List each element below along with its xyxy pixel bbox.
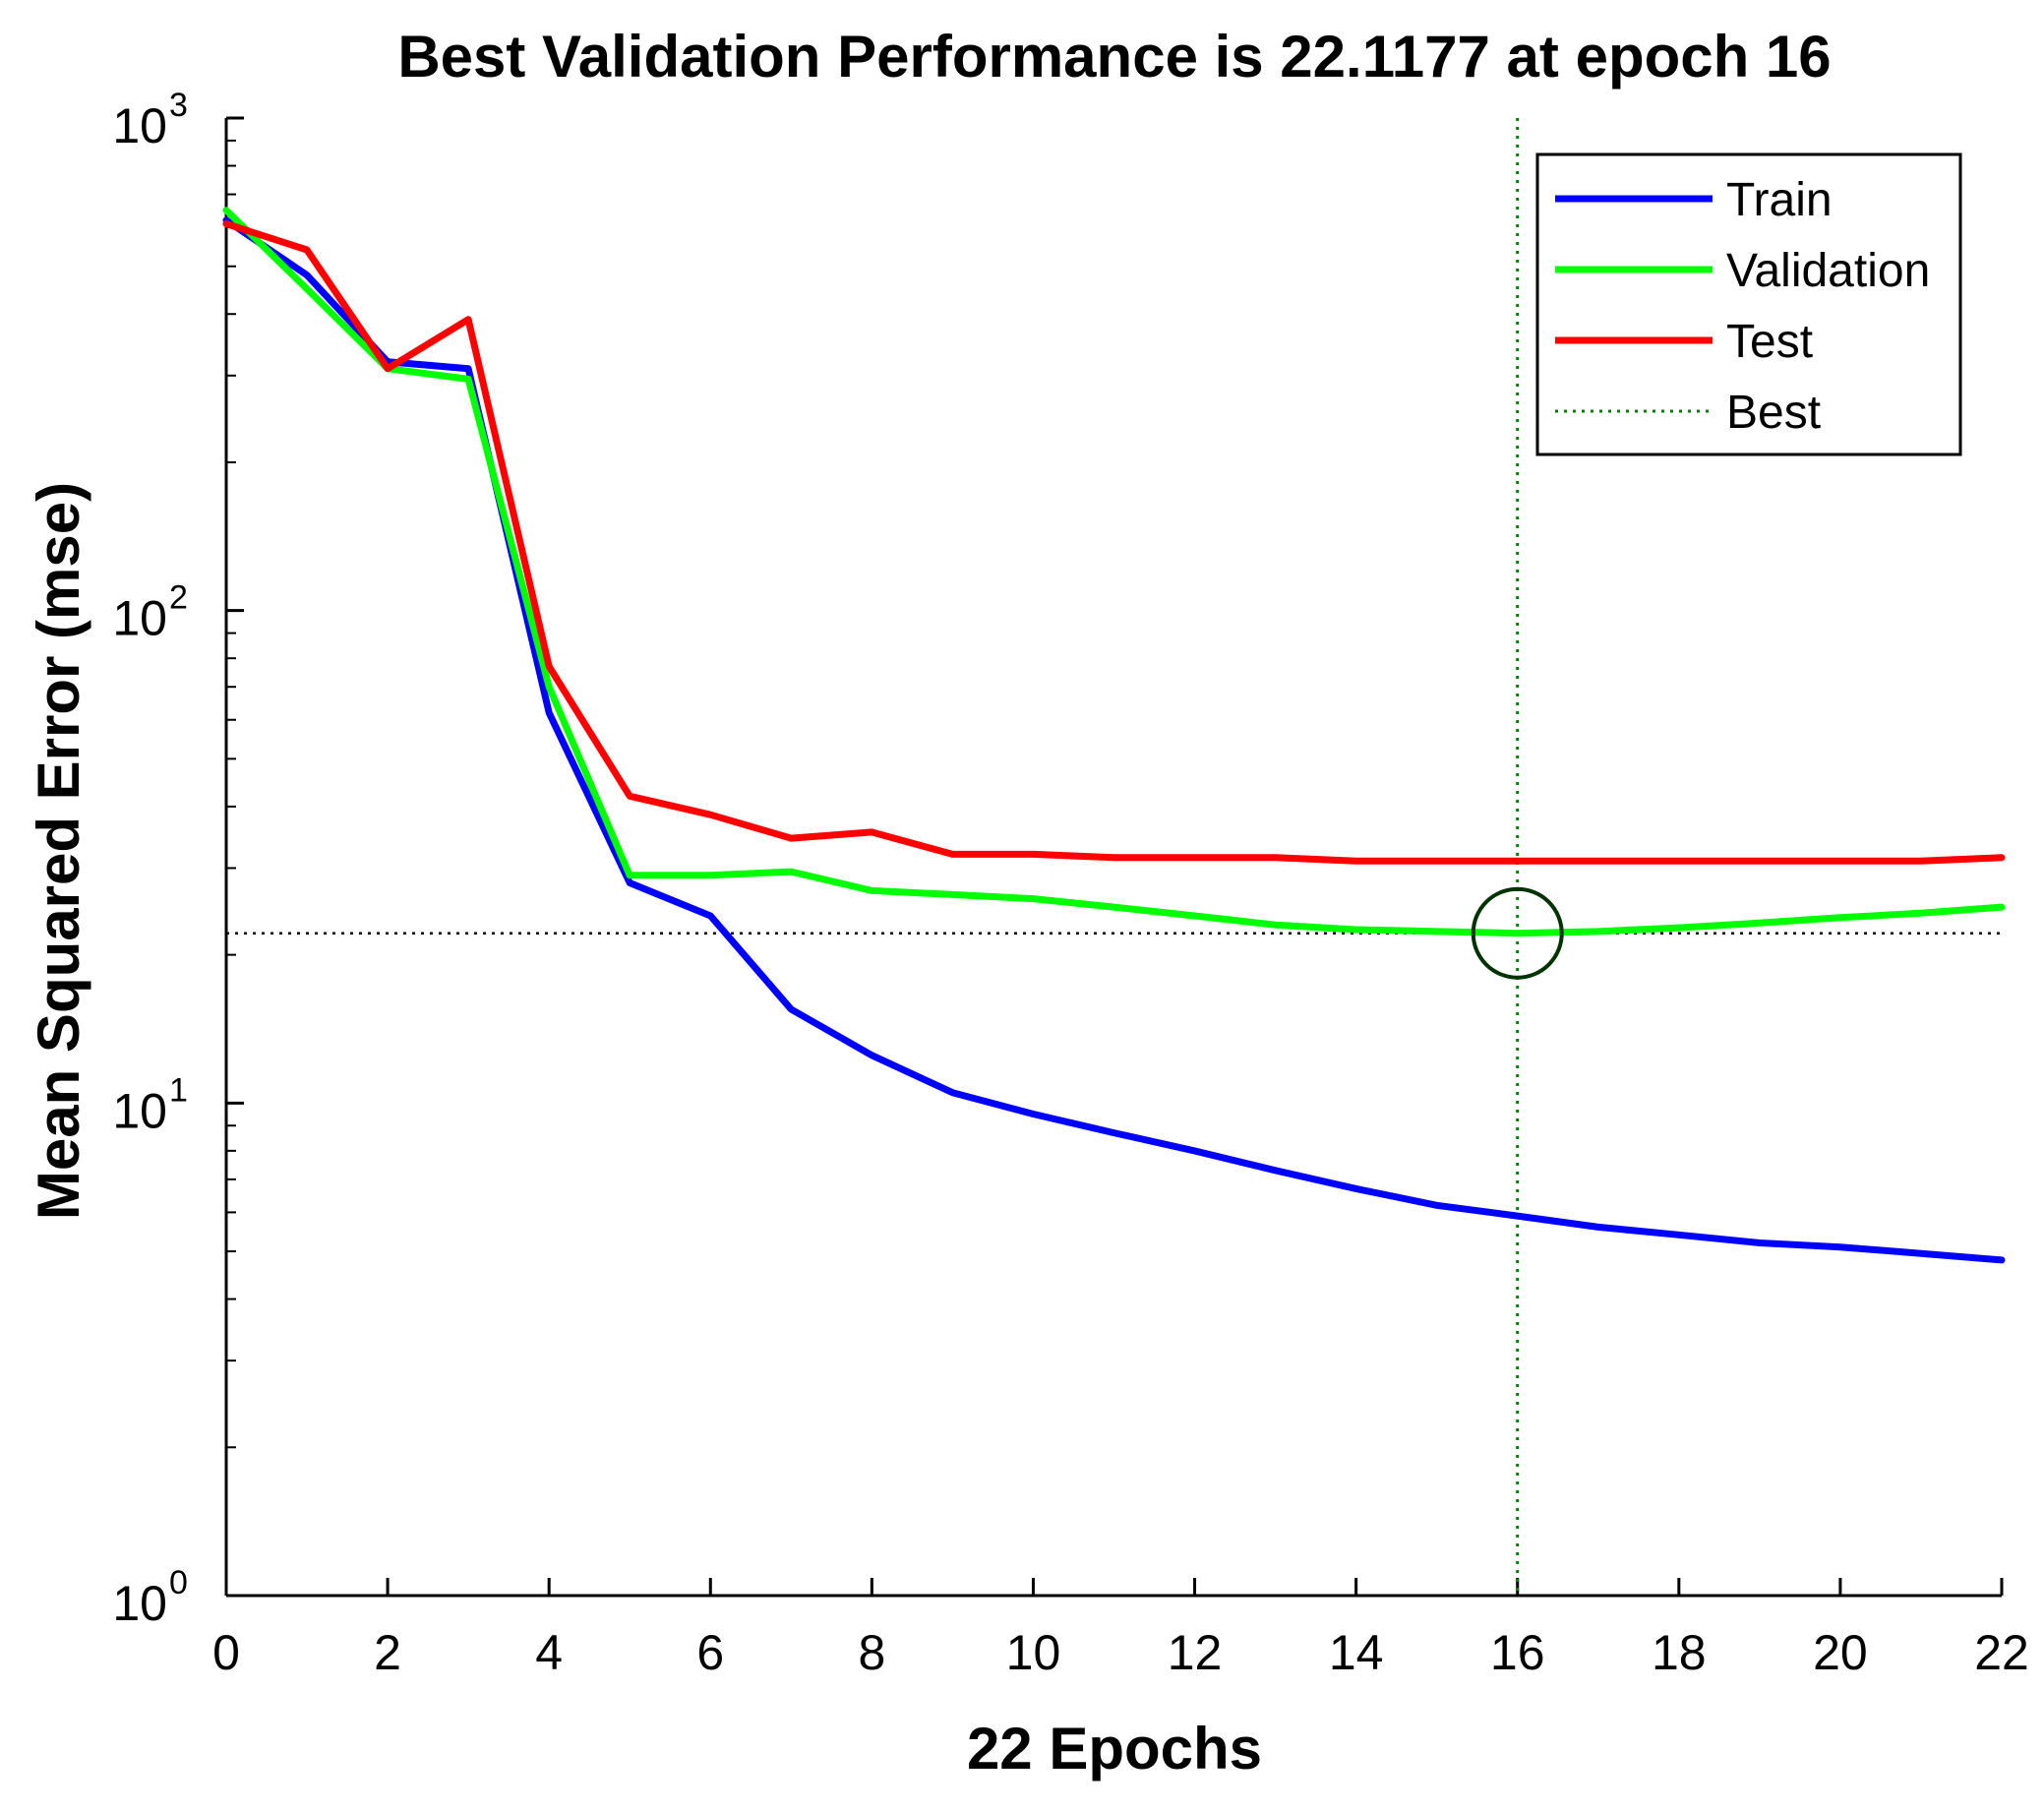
y-tick-label: 10 — [112, 1083, 167, 1138]
legend-label-best: Best — [1726, 387, 1821, 439]
y-tick-label: 10 — [112, 591, 167, 646]
x-tick-label: 22 — [1974, 1625, 2029, 1680]
legend: Train Validation Test Best — [1535, 152, 1962, 456]
x-tick-label: 12 — [1168, 1625, 1223, 1680]
legend-label-test: Test — [1726, 316, 1813, 368]
chart-title: Best Validation Performance is 22.1177 a… — [397, 24, 1831, 90]
y-tick-exponent: 1 — [169, 1071, 188, 1109]
x-tick-label: 0 — [212, 1625, 240, 1680]
legend-label-train: Train — [1726, 174, 1833, 226]
y-axis-label: Mean Squared Error (mse) — [26, 482, 91, 1220]
x-tick-label: 16 — [1490, 1625, 1545, 1680]
y-tick-label: 10 — [112, 1576, 167, 1631]
x-axis-label: 22 Epochs — [967, 1716, 1262, 1782]
y-tick-exponent: 2 — [169, 579, 188, 617]
x-tick-label: 4 — [535, 1625, 563, 1680]
x-tick-label: 20 — [1813, 1625, 1868, 1680]
x-tick-label: 2 — [374, 1625, 401, 1680]
series-line-train — [222, 216, 2006, 1264]
x-tick-label: 14 — [1329, 1625, 1384, 1680]
series-line-validation — [222, 207, 2006, 937]
x-tick-label: 8 — [858, 1625, 885, 1680]
x-tick-label: 18 — [1652, 1625, 1707, 1680]
y-tick-exponent: 0 — [169, 1564, 188, 1601]
y-tick-label: 10 — [112, 98, 167, 153]
legend-label-validation: Validation — [1726, 245, 1930, 297]
best-point-marker — [1471, 886, 1564, 980]
x-tick-label: 6 — [696, 1625, 724, 1680]
y-tick-exponent: 3 — [169, 87, 188, 124]
x-tick-label: 10 — [1006, 1625, 1061, 1680]
legend-box — [1535, 152, 1962, 456]
series-line-test — [222, 220, 2006, 865]
